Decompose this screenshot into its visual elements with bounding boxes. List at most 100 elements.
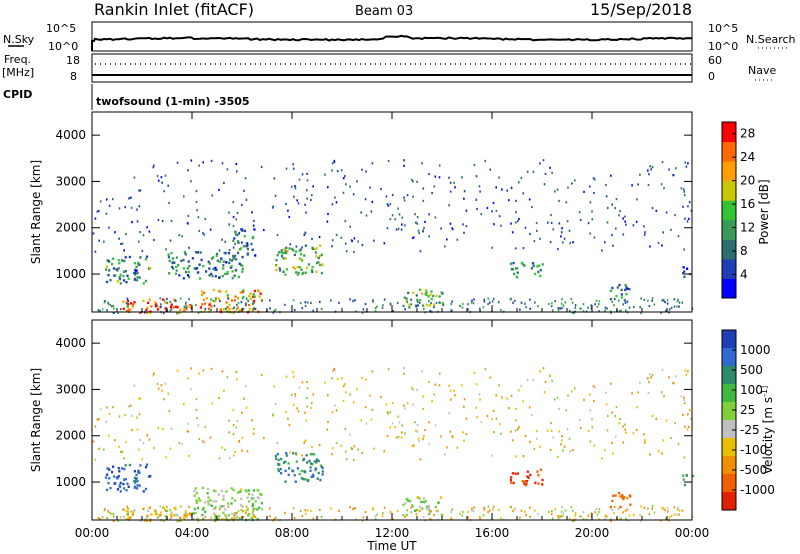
scatter-cell <box>500 517 502 520</box>
scatter-cell <box>137 262 140 266</box>
scatter-cell <box>117 259 120 262</box>
scatter-cell <box>385 195 388 198</box>
scatter-cell <box>118 470 121 473</box>
scatter-cell <box>405 498 408 501</box>
scatter-cell <box>308 459 311 463</box>
scatter-cell <box>592 177 595 180</box>
scatter-cell <box>682 266 685 269</box>
scatter-cell <box>518 181 520 184</box>
scatter-cell <box>571 519 574 522</box>
scatter-cell <box>216 259 219 262</box>
scatter-cell <box>227 252 230 255</box>
scatter-cell <box>124 478 127 481</box>
scatter-cell <box>113 519 115 522</box>
scatter-cell <box>234 242 236 245</box>
scatter-cell <box>105 406 108 409</box>
scatter-cell <box>648 173 650 176</box>
scatter-cell <box>236 306 240 309</box>
scatter-cell <box>465 433 468 436</box>
scatter-cell <box>242 245 245 248</box>
scatter-cell <box>243 229 246 233</box>
scatter-cell <box>682 478 685 481</box>
scatter-cell <box>537 270 540 274</box>
scatter-cell <box>314 467 317 470</box>
scatter-cell <box>112 267 116 270</box>
scatter-cell <box>221 238 223 241</box>
scatter-cell <box>622 217 624 220</box>
scatter-cell <box>127 485 130 488</box>
scatter-cell <box>183 305 186 308</box>
scatter-cell <box>226 168 229 171</box>
scatter-cell <box>253 427 255 431</box>
scatter-cell <box>422 437 424 440</box>
scatter-cell <box>620 309 622 312</box>
scatter-cell <box>512 509 514 512</box>
nave-tick-bottom: 0 <box>708 70 715 83</box>
scatter-cell <box>554 398 556 401</box>
scatter-cell <box>275 516 277 519</box>
scatter-cell <box>331 245 333 248</box>
scatter-cell <box>624 215 626 218</box>
scatter-cell <box>193 490 196 493</box>
scatter-cell <box>412 388 414 391</box>
scatter-cell <box>138 263 141 266</box>
scatter-cell <box>275 268 278 272</box>
scatter-cell <box>203 233 206 236</box>
scatter-cell <box>353 237 356 240</box>
scatter-cell <box>544 172 547 175</box>
scatter-cell <box>130 404 132 407</box>
scatter-cell <box>226 305 229 309</box>
scatter-cell <box>683 456 686 459</box>
scatter-cell <box>568 229 571 232</box>
scatter-cell <box>422 187 425 190</box>
scatter-cell <box>281 252 284 255</box>
scatter-cell <box>501 396 503 399</box>
scatter-cell <box>118 237 120 240</box>
scatter-cell <box>198 164 200 167</box>
scatter-cell <box>564 301 567 304</box>
scatter-cell <box>133 278 136 281</box>
scatter-cell <box>606 429 609 432</box>
scatter-cell <box>236 307 238 310</box>
scatter-cell <box>344 450 347 453</box>
scatter-cell <box>196 209 198 212</box>
scatter-cell <box>561 227 563 230</box>
scatter-cell <box>625 223 627 226</box>
scatter-cell <box>146 514 149 518</box>
scatter-cell <box>222 267 225 270</box>
scatter-cell <box>242 510 245 513</box>
scatter-cell <box>643 441 646 444</box>
scatter-cell <box>448 384 450 387</box>
scatter-cell <box>449 398 452 401</box>
scatter-cell <box>650 376 652 379</box>
scatter-cell <box>207 496 210 499</box>
scatter-cell <box>310 301 312 304</box>
scatter-cell <box>208 274 211 277</box>
scatter-cell <box>244 385 247 388</box>
scatter-cell <box>644 231 646 234</box>
scatter-cell <box>260 493 263 497</box>
scatter-cell <box>145 516 148 520</box>
scatter-cell <box>105 212 108 215</box>
scatter-cell <box>121 450 124 453</box>
scatter-cell <box>251 248 254 251</box>
scatter-cell <box>162 311 165 315</box>
scatter-cell <box>159 505 161 508</box>
scatter-cell <box>579 307 581 310</box>
scatter-cell <box>301 307 304 310</box>
noise-tick-bottom-right: 10^0 <box>708 40 738 53</box>
noise-tick-bottom-left: 10^0 <box>48 40 78 53</box>
scatter-cell <box>607 206 609 210</box>
scatter-cell <box>670 436 672 439</box>
scatter-cell <box>204 501 207 504</box>
scatter-cell <box>618 422 620 425</box>
scatter-cell <box>631 392 633 395</box>
scatter-cell <box>169 300 171 304</box>
freq-tick-bottom: 8 <box>70 70 77 83</box>
scatter-cell <box>250 242 253 246</box>
ytick-label: 1000 <box>55 475 86 489</box>
scatter-cell <box>304 203 306 206</box>
scatter-cell <box>605 391 607 395</box>
scatter-cell <box>252 510 254 514</box>
